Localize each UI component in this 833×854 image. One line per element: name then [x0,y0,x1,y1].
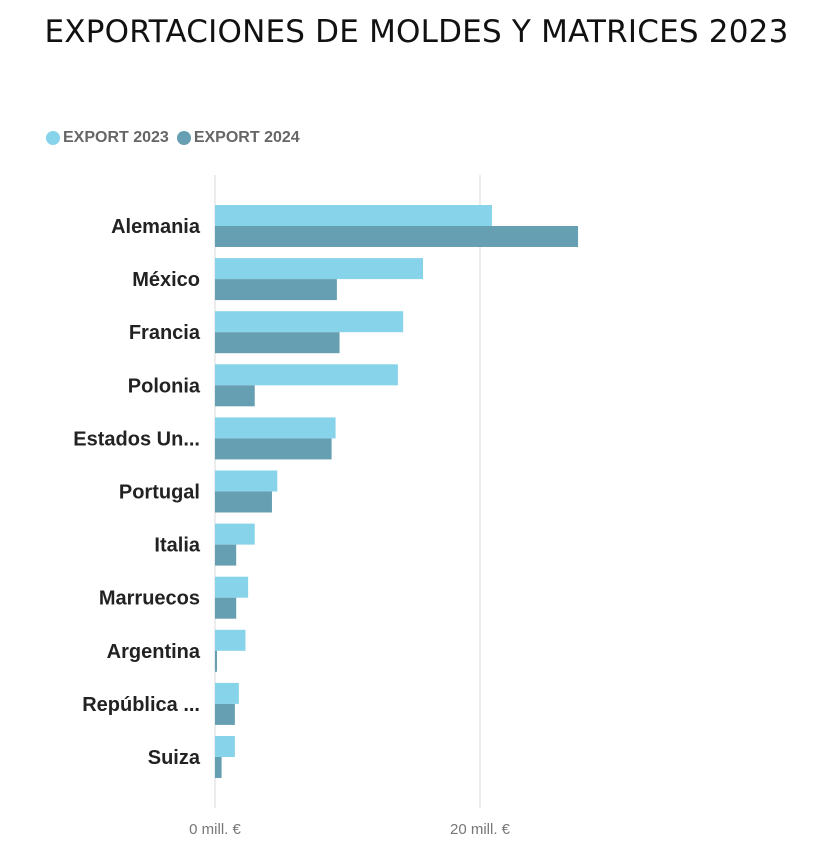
x-tick-label: 0 mill. € [189,821,241,838]
bar-export-2023 [215,682,239,704]
category-label: Italia [154,535,200,557]
bar-export-2023 [215,470,278,492]
category-label: Alemania [111,216,201,238]
bar-export-2023 [215,364,398,386]
bar-export-2023 [215,629,246,651]
category-label: Portugal [119,482,200,504]
bar-export-2024 [215,703,235,725]
bar-export-2023 [215,736,235,757]
legend-label-2024: EXPORT 2024 [193,129,300,146]
category-label: Marruecos [99,588,200,610]
legend-dot-2023 [46,131,60,145]
category-label: Estados Un... [73,428,200,450]
bar-export-2023 [215,523,255,545]
legend-item-2024[interactable]: EXPORT 2024 [176,129,300,147]
category-label: República ... [82,694,200,716]
bar-export-2024 [215,332,340,354]
category-label: Polonia [128,375,201,397]
legend: EXPORT 2023 EXPORT 2024 [46,129,300,147]
bar-export-2024 [215,757,222,778]
bar-export-2024 [215,491,272,513]
bar-export-2023 [215,417,336,439]
bar-export-2024 [215,226,579,247]
bar-export-2024 [215,279,337,301]
x-tick-label: 20 mill. € [450,821,511,838]
legend-label-2023: EXPORT 2023 [63,129,169,146]
bar-export-2024 [215,385,255,407]
category-label: Suiza [148,747,201,769]
bar-export-2023 [215,311,404,333]
legend-dot-2024 [176,131,191,145]
category-label: Argentina [107,641,201,663]
bar-export-2023 [215,205,492,226]
bar-export-2024 [215,597,237,619]
bar-export-2024 [215,544,237,566]
legend-item-2023[interactable]: EXPORT 2023 [46,129,169,147]
category-label: Francia [129,322,201,344]
bar-export-2024 [215,650,217,672]
category-label: México [132,269,200,291]
bar-export-2023 [215,576,249,598]
bar-export-2023 [215,258,424,280]
bar-export-2024 [215,438,332,460]
chart-title: EXPORTACIONES DE MOLDES Y MATRICES 2023 [44,14,789,50]
